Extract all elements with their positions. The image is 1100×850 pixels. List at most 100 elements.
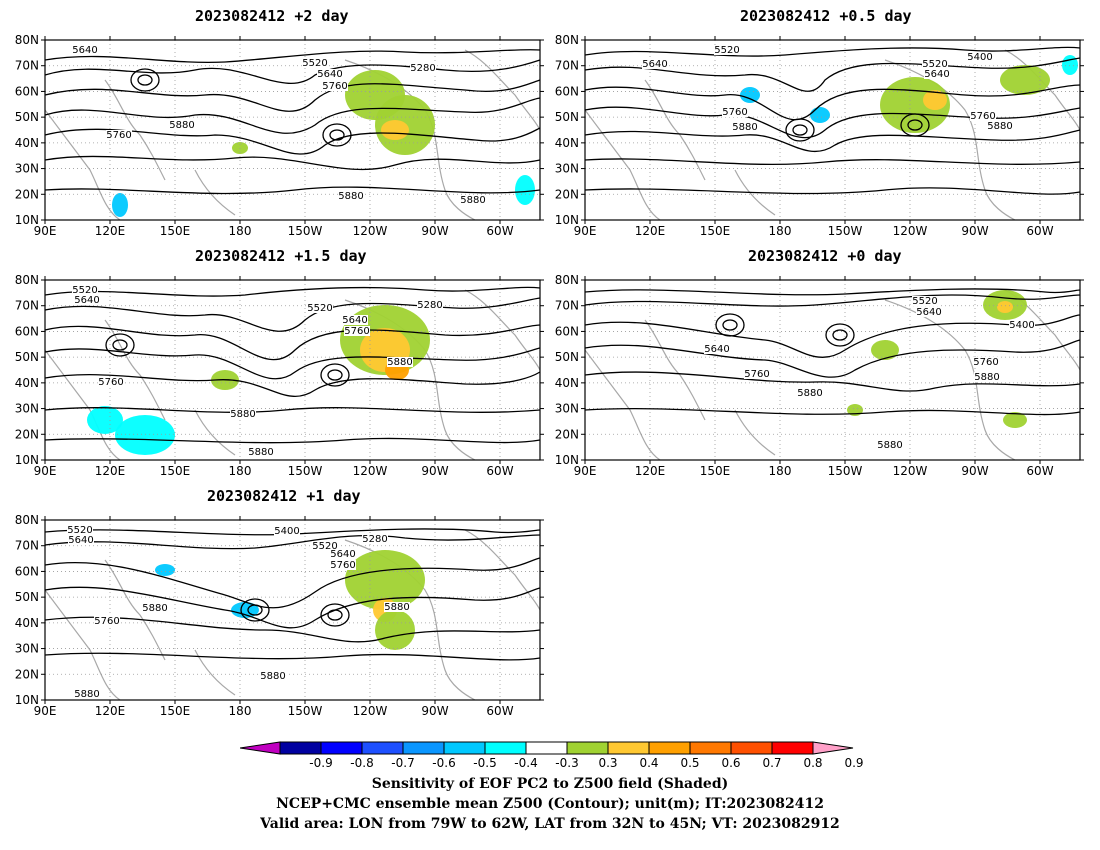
caption-line-2: NCEP+CMC ensemble mean Z500 (Contour); u… (276, 796, 824, 812)
lon-tick-label: 90E (574, 224, 597, 238)
lat-tick-label: 50N (555, 350, 579, 364)
grid (585, 40, 1080, 220)
colorbar-tick-label: -0.5 (473, 756, 497, 770)
sensitivity-shade (375, 610, 415, 650)
colorbar-tick-label: 0.3 (598, 756, 618, 770)
closed-contour (322, 123, 352, 147)
sensitivity-shade (345, 550, 425, 610)
lat-tick-label: 80N (15, 33, 39, 47)
sensitivity-shade (87, 406, 123, 434)
grid (45, 520, 540, 700)
closed-contour (320, 363, 350, 387)
contour-label: 5880 (338, 191, 363, 202)
lon-tick-label: 150E (160, 704, 191, 718)
colorbar-swatch (566, 741, 609, 755)
map-frame (44, 39, 541, 221)
colorbar-swatches (240, 741, 854, 755)
sensitivity-shade (155, 564, 175, 576)
lat-tick-label: 40N (555, 136, 579, 150)
contour-label: 5280 (410, 63, 435, 74)
closed-contour (130, 68, 160, 92)
lat-tick-label: 70N (15, 59, 39, 73)
sensitivity-shade (515, 175, 535, 205)
colorbar-min-arrow (240, 741, 281, 755)
contour-label: 5880 (987, 121, 1012, 132)
lat-tick-label: 80N (555, 33, 579, 47)
lon-tick-label: 90E (34, 704, 57, 718)
lon-tick-label: 120E (95, 704, 126, 718)
lat-tick-label: 40N (15, 136, 39, 150)
lat-tick-label: 40N (15, 376, 39, 390)
closed-contour (112, 339, 128, 351)
colorbar-swatch (443, 741, 486, 755)
lat-tick-label: 20N (15, 667, 39, 681)
sensitivity-shade (112, 193, 128, 217)
lon-tick-label: 60W (1026, 224, 1053, 238)
panel-title-p5: 2023082412 +1 day (207, 487, 361, 505)
contour-label: 5760 (106, 130, 131, 141)
lon-tick-label: 120W (893, 224, 928, 238)
contour-label: 5760 (330, 560, 355, 571)
lat-tick-label: 60N (555, 324, 579, 338)
map-panel-p4: 55205640540056405760588057605880588080N7… (555, 273, 1084, 478)
panel-title-p4: 2023082412 +0 day (748, 247, 902, 265)
lat-tick-label: 50N (15, 110, 39, 124)
map-panel-p2: 55205640540055205640576058805760588080N7… (555, 33, 1084, 238)
contour-label: 5400 (967, 52, 992, 63)
closed-contour (907, 119, 923, 131)
lat-tick-label: 60N (555, 84, 579, 98)
lat-tick-label: 80N (15, 513, 39, 527)
contour-label: 5880 (877, 440, 902, 451)
sensitivity-shade (740, 87, 760, 103)
lon-tick-label: 90W (421, 464, 448, 478)
lat-tick-label: 10N (15, 213, 39, 227)
colorbar-tick-label: 0.5 (680, 756, 700, 770)
lat-tick-label: 80N (15, 273, 39, 287)
contour-label: 5760 (722, 107, 747, 118)
lat-tick-label: 30N (15, 642, 39, 656)
closed-contour (715, 313, 745, 337)
lat-tick-label: 70N (555, 59, 579, 73)
lon-tick-label: 120E (635, 464, 666, 478)
closed-contour (327, 609, 343, 621)
contour-label: 5640 (317, 69, 342, 80)
contour-label: 5520 (912, 296, 937, 307)
colorbar-max-arrow (812, 741, 854, 755)
caption-line-1: Sensitivity of EOF PC2 to Z500 field (Sh… (371, 776, 729, 792)
contour-label: 5400 (274, 526, 299, 537)
contour-label: 5520 (67, 525, 92, 536)
closed-contour (327, 369, 343, 381)
panel-title-p1: 2023082412 +2 day (195, 7, 349, 25)
lat-tick-label: 20N (555, 427, 579, 441)
contour-label: 5520 (307, 303, 332, 314)
contour-label: 5640 (642, 59, 667, 70)
contour-label: 5520 (302, 58, 327, 69)
contour-label: 5880 (460, 195, 485, 206)
contour-label: 5280 (417, 300, 442, 311)
contour-label: 5280 (362, 534, 387, 545)
colorbar-swatch (402, 741, 445, 755)
lon-tick-label: 60W (486, 464, 513, 478)
lon-tick-label: 120W (353, 224, 388, 238)
closed-contour (320, 603, 350, 627)
lon-tick-label: 120W (353, 704, 388, 718)
colorbar-tick-labels: -0.9 -0.8 -0.7 -0.6 -0.5 -0.4 -0.3 0.3 0.4 0.5 0.6… (240, 756, 864, 770)
lat-tick-label: 20N (555, 187, 579, 201)
contour-label: 5880 (732, 122, 757, 133)
contour-label: 5520 (72, 285, 97, 296)
lon-tick-label: 180 (229, 224, 252, 238)
colorbar-tick-label: -0.3 (555, 756, 579, 770)
lat-tick-label: 30N (15, 162, 39, 176)
sensitivity-shade (923, 90, 947, 110)
contour-label: 5640 (916, 307, 941, 318)
lat-tick-label: 30N (15, 402, 39, 416)
lat-tick-label: 50N (555, 110, 579, 124)
lon-tick-label: 90W (961, 224, 988, 238)
colorbar-tick-label: 0.9 (844, 756, 864, 770)
closed-contour (785, 118, 815, 142)
contour-label: 5640 (68, 535, 93, 546)
colorbar-swatch (361, 741, 404, 755)
colorbar-tick-label: 0.7 (762, 756, 782, 770)
contour-label: 5760 (744, 369, 769, 380)
lon-tick-label: 60W (1026, 464, 1053, 478)
